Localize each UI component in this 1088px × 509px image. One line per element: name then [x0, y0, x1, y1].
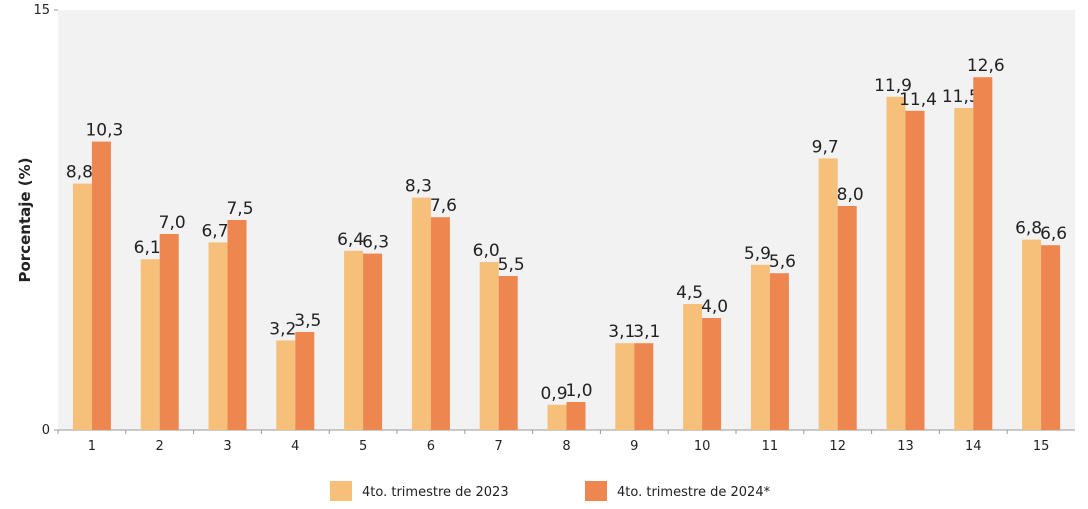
value-label: 4,5: [676, 283, 703, 303]
bar: [430, 217, 450, 430]
legend-label: 4to. trimestre de 2023: [362, 485, 509, 500]
bar: [479, 262, 499, 430]
value-label: 12,6: [967, 56, 1005, 76]
x-tick-label: 7: [495, 439, 503, 454]
bar: [973, 77, 993, 430]
x-tick-label: 9: [630, 439, 638, 454]
x-tick-label: 4: [291, 439, 299, 454]
value-label: 11,9: [874, 76, 912, 96]
bar: [818, 158, 838, 430]
bar: [344, 250, 364, 430]
bar: [547, 404, 567, 430]
x-tick-label: 13: [897, 439, 914, 454]
bar: [140, 259, 160, 430]
x-tick-label: 11: [762, 439, 779, 454]
value-label: 7,0: [159, 213, 186, 233]
bar: [227, 220, 247, 430]
value-label: 3,1: [633, 322, 660, 342]
x-tick-label: 2: [156, 439, 164, 454]
value-label: 3,5: [294, 311, 321, 331]
x-tick-label: 15: [1033, 439, 1050, 454]
bar: [566, 402, 586, 430]
value-label: 6,1: [134, 238, 161, 258]
value-label: 6,0: [473, 241, 500, 261]
value-label: 0,9: [540, 384, 567, 404]
bar: [1022, 239, 1042, 430]
x-tick-label: 10: [694, 439, 711, 454]
bar: [498, 276, 518, 430]
bar: [837, 206, 857, 430]
x-tick-label: 8: [562, 439, 570, 454]
bar: [295, 332, 315, 430]
value-label: 9,7: [812, 137, 839, 157]
y-tick-label: 15: [33, 3, 50, 18]
bar: [363, 253, 383, 430]
bar: [702, 318, 722, 430]
bar: [208, 242, 228, 430]
bar: [1041, 245, 1061, 430]
value-label: 6,3: [362, 233, 389, 253]
y-axis-label: Porcentaje (%): [16, 157, 34, 282]
bar: [886, 96, 906, 431]
bar: [72, 183, 92, 430]
value-label: 3,2: [269, 319, 296, 339]
value-label: 7,6: [430, 196, 457, 216]
legend-swatch: [585, 481, 607, 501]
legend-label: 4to. trimestre de 2024*: [617, 485, 771, 500]
value-label: 6,7: [201, 221, 228, 241]
value-label: 5,6: [769, 252, 796, 272]
x-tick-label: 3: [223, 439, 231, 454]
value-label: 5,9: [744, 244, 771, 264]
x-tick-label: 14: [965, 439, 982, 454]
legend-swatch: [330, 481, 352, 501]
bar: [769, 273, 789, 430]
value-label: 6,4: [337, 230, 364, 250]
value-label: 1,0: [565, 381, 592, 401]
value-label: 8,3: [405, 177, 432, 197]
bar: [954, 108, 974, 430]
bar: [683, 304, 703, 430]
x-tick-label: 12: [829, 439, 846, 454]
value-label: 11,5: [942, 87, 980, 107]
value-label: 8,8: [66, 163, 93, 183]
bar: [750, 264, 770, 430]
value-label: 10,3: [85, 121, 123, 141]
value-label: 4,0: [701, 297, 728, 317]
x-tick-label: 5: [359, 439, 367, 454]
value-label: 3,1: [608, 322, 635, 342]
value-label: 8,0: [837, 185, 864, 205]
value-label: 6,6: [1040, 224, 1067, 244]
bar: [159, 234, 179, 430]
value-label: 11,4: [899, 90, 937, 110]
x-tick-label: 6: [427, 439, 435, 454]
value-label: 7,5: [226, 199, 253, 219]
bar: [91, 141, 111, 430]
y-tick-label: 0: [42, 423, 50, 438]
bar: [615, 343, 635, 430]
value-label: 6,8: [1015, 219, 1042, 239]
x-tick-label: 1: [88, 439, 96, 454]
bar: [276, 340, 296, 430]
bar: [905, 110, 925, 431]
value-label: 5,5: [498, 255, 525, 275]
bar: [411, 197, 431, 430]
bar: [634, 343, 654, 430]
